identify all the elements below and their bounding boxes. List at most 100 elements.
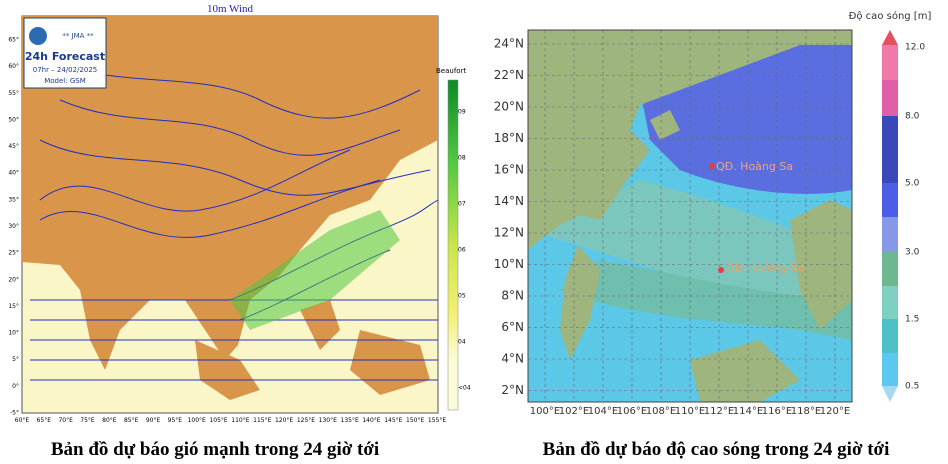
lat-label: 16°N [494, 163, 524, 177]
lat-label: 2°N [501, 383, 524, 397]
title: 10m Wind [207, 3, 254, 15]
sea-mid [528, 180, 852, 310]
lat-label: 10°N [494, 257, 524, 271]
lon-label: 95°E [168, 417, 183, 424]
sea-green [560, 260, 852, 340]
lat-label: 4°N [501, 352, 524, 366]
lon-label: 70°E [58, 417, 73, 424]
legend-title: Độ cao sóng [m] [849, 10, 932, 22]
marker-truong-sa [718, 267, 724, 273]
caption: Bản đồ dự báo độ cao sóng trong 24 giờ t… [543, 439, 890, 460]
place-label: QĐ. Hoàng Sa [716, 160, 793, 173]
lat-label: 65° [8, 37, 19, 44]
grid [528, 30, 852, 402]
caption: Bản đồ dự báo gió mạnh trong 24 giờ tới [51, 439, 379, 460]
lat-label: 6°N [501, 320, 524, 334]
lon-label: 100°E [530, 406, 560, 417]
model: Model: GSM [44, 77, 86, 85]
lon-label: 125°E [297, 417, 315, 424]
lon-label: 115°E [253, 417, 271, 424]
time: 07hr – 24/02/2025 [33, 66, 98, 74]
lon-label: 145°E [384, 417, 402, 424]
legend-tick: 5.0 [905, 179, 920, 189]
legend-tick: 07 [458, 201, 466, 208]
lon-label: 80°E [102, 417, 117, 424]
lat-label: 40° [8, 170, 19, 177]
legend-tick: 8.0 [905, 112, 920, 122]
legend-tick: 04 [458, 339, 466, 346]
lat-label: 15° [8, 303, 19, 310]
land-islands [195, 300, 430, 400]
lon-label: 112°E [704, 406, 734, 417]
wave-colorbar [882, 30, 898, 402]
lat-label: 55° [8, 90, 19, 97]
lon-label: 114°E [733, 406, 763, 417]
legend-tick: 3.0 [905, 248, 920, 258]
strong-wind-area [230, 210, 400, 330]
legend-tick: 12.0 [905, 43, 925, 53]
lat-label: 18°N [494, 131, 524, 145]
land-islands [690, 200, 852, 402]
lon-label: 118°E [791, 406, 821, 417]
lon-label: 110°E [231, 417, 249, 424]
map-frame [527, 29, 853, 403]
legend-tick: 05 [458, 293, 466, 300]
lon-label: 100°E [188, 417, 206, 424]
lat-label: 8°N [501, 289, 524, 303]
land-asia [22, 16, 438, 370]
lat-label: 60° [8, 63, 19, 70]
place-label: QĐ. Trường Sa [726, 261, 805, 274]
lon-label: 120°E [275, 417, 293, 424]
lat-label: 50° [8, 116, 19, 123]
lon-label: 85°E [124, 417, 139, 424]
lat-label: 20°N [494, 100, 524, 114]
lat-label: 10° [8, 330, 19, 337]
lon-label: 106°E [617, 406, 647, 417]
land-indochina [528, 30, 852, 250]
legend-tick: <04 [458, 385, 471, 392]
lon-label: 135°E [341, 417, 359, 424]
land-hainan [650, 110, 680, 140]
lat-label: 24°N [494, 37, 524, 51]
lon-label: 108°E [646, 406, 676, 417]
lon-label: 60°E [15, 417, 30, 424]
beaufort-bar [447, 79, 459, 411]
lat-label: 30° [8, 223, 19, 230]
legend-tick: 0.5 [905, 382, 919, 392]
legend-tick: 09 [458, 109, 466, 116]
lon-label: 155°E [428, 417, 446, 424]
lat-label: 20° [8, 276, 19, 283]
lon-label: 120°E [820, 406, 850, 417]
wave-map: QĐ. Hoàng Sa QĐ. Trường Sa Độ cao sóng [… [527, 10, 932, 403]
lon-label: 105°E [209, 417, 227, 424]
logo-text: ** JMA ** [62, 32, 94, 40]
lat-label: 5° [12, 356, 19, 363]
legend-title: Beaufort [436, 67, 466, 75]
lon-label: 90°E [146, 417, 161, 424]
lat-label: 12°N [494, 226, 524, 240]
lon-label: 104°E [588, 406, 618, 417]
lat-label: 14°N [494, 194, 524, 208]
lon-label: 75°E [80, 417, 95, 424]
lat-label: -5° [10, 410, 19, 417]
lat-label: 45° [8, 143, 19, 150]
lon-label: 102°E [559, 406, 589, 417]
forecast: 24h Forecast [25, 50, 105, 63]
legend-tick: 08 [458, 155, 466, 162]
lat-label: 0° [12, 383, 19, 390]
lon-label: 140°E [362, 417, 380, 424]
legend-tick: 1.5 [905, 315, 919, 325]
lat-label: 25° [8, 250, 19, 257]
lat-label: 35° [8, 196, 19, 203]
legend-tick: 06 [458, 247, 466, 254]
lat-label: 22°N [494, 68, 524, 82]
marker-hoang-sa [709, 163, 715, 169]
lon-label: 110°E [675, 406, 705, 417]
logo-icon [29, 27, 47, 45]
land-malay [560, 245, 600, 360]
lon-label: 130°E [319, 417, 337, 424]
wind-map: ** JMA ** 24h Forecast 07hr – 24/02/2025… [21, 3, 466, 414]
lon-label: 65°E [37, 417, 52, 424]
